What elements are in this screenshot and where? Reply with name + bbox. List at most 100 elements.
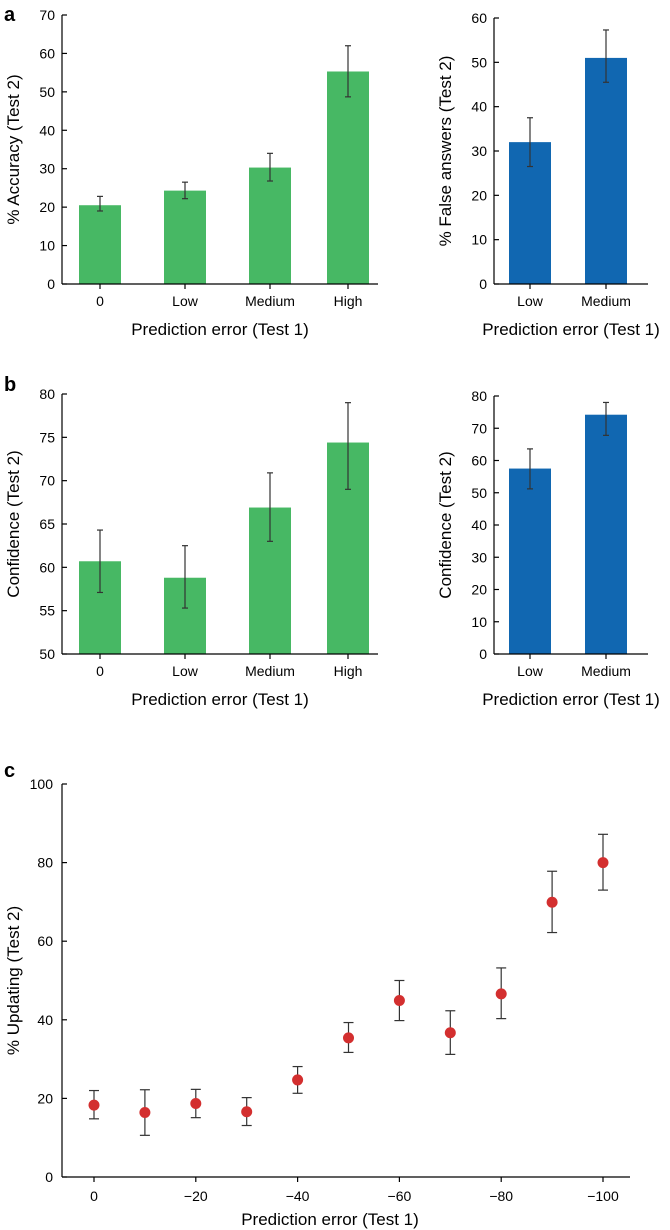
- y-axis-label: Confidence (Test 2): [4, 450, 23, 597]
- error-bar: [267, 152, 273, 182]
- x-tick-label: −40: [286, 1188, 310, 1204]
- chart-b-right: 0 10 20 30 40 50 60 70 80 Low Medium Prediction err…: [436, 388, 660, 709]
- bar-b-right-low: [509, 468, 551, 654]
- y-tick-label: 20: [37, 1090, 53, 1106]
- y-tick-label: 30: [471, 143, 487, 159]
- y-tick-label: 0: [47, 276, 55, 292]
- x-axis-label: Prediction error (Test 1): [482, 320, 660, 339]
- y-tick-label: 10: [39, 238, 55, 254]
- error-bar: [527, 117, 533, 168]
- data-point: [343, 1032, 354, 1044]
- data-point: [88, 1099, 100, 1111]
- y-tick-label: 60: [37, 933, 53, 949]
- data-point: [495, 988, 507, 1000]
- x-tick-label: Medium: [245, 293, 295, 309]
- y-tick-label: 65: [39, 516, 55, 532]
- x-tick-label: Medium: [581, 293, 631, 309]
- y-axis-label: % Updating (Test 2): [4, 906, 23, 1055]
- panel-label-a: a: [4, 4, 16, 26]
- error-bar: [603, 401, 609, 436]
- data-point: [597, 857, 609, 869]
- data-point: [241, 1106, 253, 1118]
- y-tick-label: 0: [479, 646, 487, 662]
- chart-a-left: 0 10 20 30 40 50 60 70 0 Low Medium High Prediction …: [4, 7, 378, 339]
- data-point: [292, 1074, 304, 1086]
- x-tick-label: Low: [517, 293, 544, 309]
- y-tick-label: 40: [39, 122, 55, 138]
- x-tick-label: Low: [172, 293, 199, 309]
- x-tick-label: Medium: [245, 663, 295, 679]
- x-tick-label: Medium: [581, 663, 631, 679]
- y-tick-label: 40: [471, 517, 487, 533]
- x-axis-label: Prediction error (Test 1): [131, 690, 309, 709]
- y-tick-label: 0: [479, 276, 487, 292]
- error-bar: [97, 529, 103, 594]
- y-tick-label: 75: [39, 429, 55, 445]
- x-tick-label: 0: [96, 663, 104, 679]
- error-bar: [345, 402, 351, 490]
- error-bar: [527, 448, 533, 490]
- chart-c: 0 20 40 60 80 100 0 −20 −40 −60 −80 −100 Prediction …: [4, 776, 630, 1229]
- y-tick-label: 40: [37, 1012, 53, 1028]
- x-tick-label: 0: [90, 1188, 98, 1204]
- bar-a-left-medium: [249, 167, 291, 284]
- error-bar: [603, 29, 609, 83]
- data-point: [190, 1098, 202, 1110]
- y-tick-label: 60: [471, 10, 487, 26]
- y-tick-label: 50: [39, 646, 55, 662]
- panel-label-b: b: [4, 374, 16, 396]
- y-tick-label: 80: [39, 386, 55, 402]
- x-tick-label: High: [334, 663, 363, 679]
- bar-a-right-medium: [585, 57, 627, 285]
- y-tick-label: 50: [471, 54, 487, 70]
- panel-label-c: c: [4, 760, 15, 782]
- error-bar: [182, 545, 188, 609]
- y-tick-label: 50: [39, 84, 55, 100]
- error-bar: [267, 472, 273, 542]
- bar-a-left-high: [327, 71, 369, 285]
- y-tick-label: 80: [471, 388, 487, 404]
- data-point: [444, 1027, 456, 1039]
- x-tick-label: Low: [517, 663, 544, 679]
- x-axis-label: Prediction error (Test 1): [131, 320, 309, 339]
- data-point: [546, 896, 558, 908]
- y-tick-label: 20: [39, 199, 55, 215]
- chart-b-left: 50 55 60 65 70 75 80 0 Low Medium High Prediction e…: [4, 386, 378, 709]
- y-tick-label: 20: [471, 187, 487, 203]
- x-tick-label: −100: [587, 1188, 619, 1204]
- y-tick-label: 80: [37, 855, 53, 871]
- y-axis-label: % Accuracy (Test 2): [4, 74, 23, 224]
- y-tick-label: 60: [471, 453, 487, 469]
- x-tick-label: High: [334, 293, 363, 309]
- y-tick-label: 60: [39, 45, 55, 61]
- chart-a-right: 0 10 20 30 40 50 60 Low Medium Prediction error (…: [436, 10, 660, 339]
- error-bar: [345, 45, 351, 98]
- y-tick-label: 50: [471, 485, 487, 501]
- y-tick-label: 30: [471, 549, 487, 565]
- y-axis-label: % False answers (Test 2): [436, 56, 455, 247]
- y-tick-label: 10: [471, 614, 487, 630]
- bar-a-left-0: [79, 205, 121, 284]
- y-tick-label: 60: [39, 559, 55, 575]
- x-tick-label: Low: [172, 663, 199, 679]
- data-point: [393, 995, 405, 1007]
- x-tick-label: 0: [96, 293, 104, 309]
- x-tick-label: −20: [184, 1188, 208, 1204]
- bar-a-left-low: [164, 190, 206, 284]
- data-point: [139, 1107, 151, 1119]
- y-tick-label: 0: [45, 1169, 53, 1185]
- y-tick-label: 100: [30, 776, 54, 792]
- error-bar: [97, 195, 103, 212]
- y-axis-label: Confidence (Test 2): [436, 451, 455, 598]
- error-bar: [182, 181, 188, 200]
- x-tick-label: −80: [489, 1188, 513, 1204]
- y-tick-label: 70: [39, 473, 55, 489]
- y-tick-label: 70: [471, 420, 487, 436]
- x-axis-label: Prediction error (Test 1): [482, 690, 660, 709]
- y-tick-label: 40: [471, 99, 487, 115]
- x-axis-label: Prediction error (Test 1): [241, 1210, 419, 1229]
- y-tick-label: 20: [471, 582, 487, 598]
- x-tick-label: −60: [388, 1188, 412, 1204]
- bar-b-right-medium: [585, 414, 627, 654]
